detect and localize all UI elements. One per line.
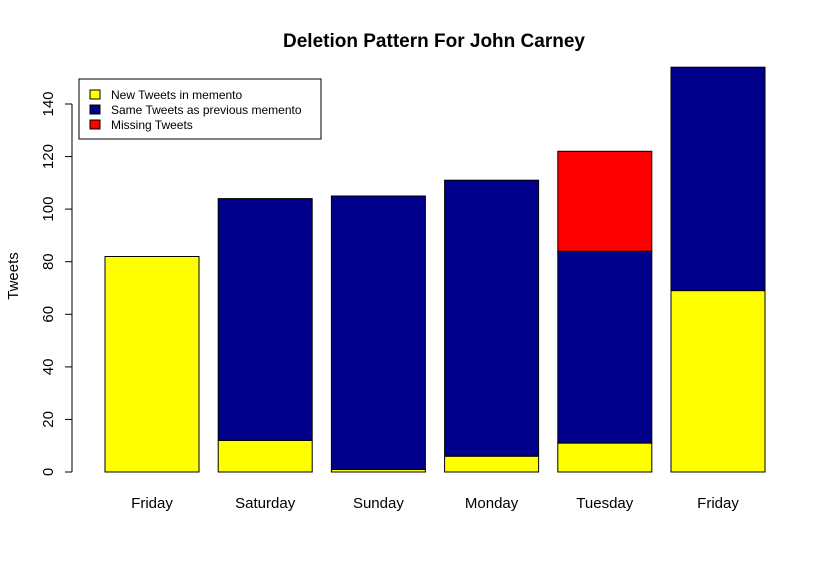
y-tick-label: 120 bbox=[40, 144, 57, 169]
y-tick-label: 20 bbox=[40, 411, 57, 428]
bar-segment-1-4 bbox=[444, 455, 540, 473]
bar-segment-2-2 bbox=[217, 198, 313, 441]
y-tick-label: 100 bbox=[40, 197, 57, 222]
bars-group bbox=[104, 66, 766, 473]
y-tick-label: 40 bbox=[40, 359, 57, 376]
legend-swatch bbox=[89, 104, 101, 115]
bar-segment-2-3 bbox=[330, 195, 426, 470]
y-axis: 0 20 40 60 80 100 120 140 bbox=[40, 91, 73, 476]
x-tick-label: Tuesday bbox=[576, 495, 633, 512]
x-tick-label: Monday bbox=[465, 495, 519, 512]
legend-label: New Tweets in memento bbox=[111, 88, 242, 102]
bar-segment-2-4 bbox=[444, 179, 540, 457]
bar-segment-2-5 bbox=[557, 250, 653, 444]
bar-segment-1-5 bbox=[557, 442, 653, 473]
legend-box bbox=[78, 78, 322, 140]
y-tick-label: 0 bbox=[40, 468, 57, 476]
y-tick-label: 60 bbox=[40, 306, 57, 323]
bar-segment-1-6 bbox=[670, 290, 766, 473]
legend-label: Same Tweets as previous memento bbox=[111, 103, 302, 117]
bar-segment-2-6 bbox=[670, 66, 766, 292]
bar-segment-3-5 bbox=[557, 150, 653, 252]
y-axis-label: Tweets bbox=[5, 252, 22, 300]
chart-title: Deletion Pattern For John Carney bbox=[283, 31, 585, 52]
x-tick-label: Sunday bbox=[353, 495, 404, 512]
x-tick-label: Friday bbox=[131, 495, 173, 512]
x-tick-label: Saturday bbox=[235, 495, 296, 512]
y-tick-label: 140 bbox=[40, 91, 57, 116]
legend-swatch bbox=[89, 119, 101, 130]
y-tick-label: 80 bbox=[40, 253, 57, 270]
x-axis-labels: Friday Saturday Sunday Monday Tuesday Friday bbox=[131, 495, 739, 512]
bar-segment-1-2 bbox=[217, 440, 313, 473]
legend-label: Missing Tweets bbox=[111, 118, 193, 132]
x-tick-label: Friday bbox=[697, 495, 739, 512]
legend-swatch bbox=[89, 89, 101, 100]
bar-segment-1-1 bbox=[104, 256, 200, 473]
